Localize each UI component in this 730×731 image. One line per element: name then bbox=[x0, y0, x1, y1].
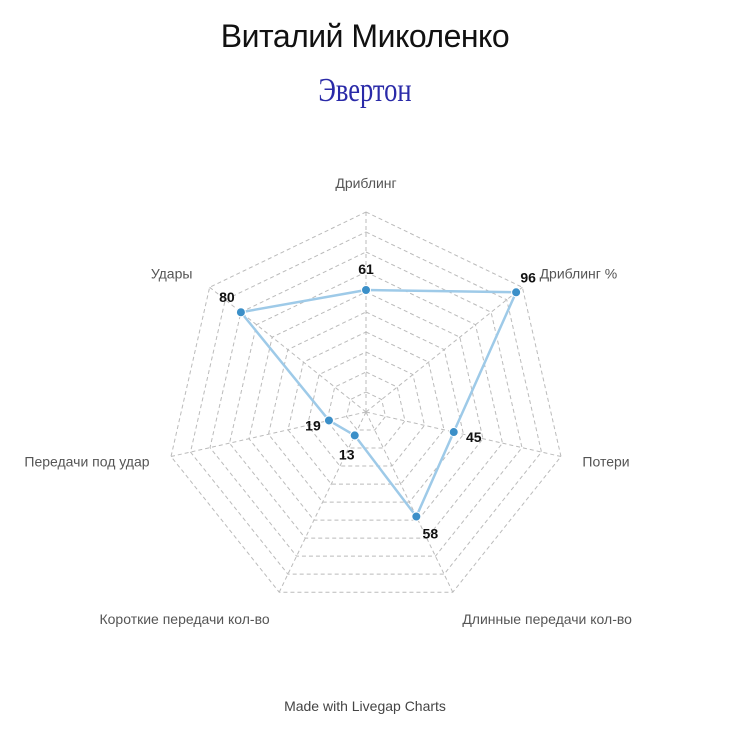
data-label: 45 bbox=[466, 429, 482, 445]
grid-spoke bbox=[170, 411, 367, 457]
axis-label: Дриблинг bbox=[335, 175, 396, 191]
axis-label: Дриблинг % bbox=[540, 266, 618, 282]
data-label: 61 bbox=[358, 261, 374, 277]
grid-ring bbox=[189, 231, 543, 575]
grid-ring bbox=[287, 331, 445, 485]
data-label: 19 bbox=[305, 417, 321, 433]
grid-ring bbox=[267, 311, 465, 503]
grid-spoke bbox=[278, 411, 367, 593]
grid-ring bbox=[326, 371, 406, 449]
axis-label: Длинные передачи кол-во bbox=[462, 611, 632, 627]
chart-subtitle: Эвертон bbox=[318, 72, 412, 109]
axis-label: Короткие передачи кол-во bbox=[99, 611, 269, 627]
data-label: 80 bbox=[219, 289, 235, 305]
grid-ring bbox=[228, 271, 504, 539]
grid-ring bbox=[248, 291, 484, 521]
data-point bbox=[235, 307, 246, 318]
data-point bbox=[349, 430, 360, 441]
series-line bbox=[239, 288, 518, 518]
grid-spoke bbox=[209, 286, 367, 413]
axis-label: Удары bbox=[151, 266, 193, 282]
data-point bbox=[323, 415, 334, 426]
grid-spoke bbox=[365, 286, 523, 413]
data-point bbox=[448, 427, 459, 438]
data-point bbox=[411, 511, 422, 522]
grid-spoke bbox=[365, 411, 454, 593]
chart-title: Виталий Миколенко bbox=[220, 18, 510, 54]
axis-label: Передачи под удар bbox=[24, 453, 149, 469]
grid-ring bbox=[345, 391, 387, 431]
data-label: 96 bbox=[520, 269, 536, 285]
data-point bbox=[511, 287, 522, 298]
grid-ring bbox=[306, 351, 426, 467]
axis-label: Потери bbox=[582, 453, 629, 469]
data-label: 13 bbox=[339, 446, 355, 462]
data-point bbox=[361, 285, 371, 295]
grid-spoke bbox=[365, 411, 562, 457]
footer-credit[interactable]: Made with Livegap Charts bbox=[284, 698, 446, 714]
data-label: 58 bbox=[423, 526, 439, 542]
